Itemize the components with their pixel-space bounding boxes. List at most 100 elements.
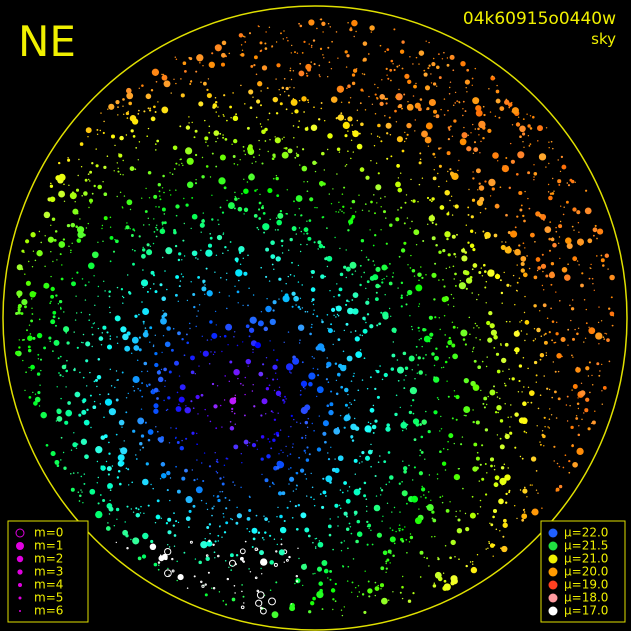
star [529,484,532,486]
star [404,201,407,204]
star [291,261,293,264]
star [208,465,212,468]
star [455,418,458,421]
star [280,526,287,534]
star [576,238,585,246]
star [362,328,368,334]
star [206,93,212,99]
star [524,320,530,325]
star [461,436,464,438]
star [118,482,122,486]
star [443,98,446,100]
star [526,255,528,257]
star [111,465,114,467]
star [219,525,221,528]
star [417,201,419,203]
star [386,275,388,277]
star [578,243,581,245]
star [109,335,112,337]
star [389,133,392,136]
star [108,103,115,110]
star [418,305,420,308]
star [452,104,455,106]
star [340,550,343,552]
star [101,227,103,230]
star [127,468,130,471]
star [391,276,394,278]
star [242,145,245,148]
star [411,268,416,273]
star [208,362,211,365]
star [272,153,276,157]
star [463,377,469,384]
star [351,591,353,593]
star [85,385,88,387]
star [521,518,525,522]
star [361,451,365,455]
star [183,255,186,257]
star [486,356,488,358]
star [426,557,429,560]
star [276,378,279,381]
star [533,360,538,365]
star [165,522,169,525]
star [294,51,296,54]
star [137,508,140,511]
star [448,433,454,439]
star [162,335,165,337]
star [276,466,280,470]
star [551,320,555,323]
star [82,342,84,344]
star [508,489,511,492]
star [484,270,487,273]
star [175,82,177,85]
star [102,181,104,183]
star [343,329,345,332]
star [186,341,189,345]
star [471,495,474,498]
star [127,392,129,395]
star [575,415,578,417]
star [297,324,305,331]
star [401,490,408,497]
star [312,573,314,575]
star [352,130,359,138]
star [75,295,77,297]
star [47,236,55,243]
star [384,114,386,117]
star [336,283,338,285]
star [285,445,287,448]
star [330,203,333,205]
star [401,429,404,432]
star [271,481,274,484]
star [231,410,233,413]
star [37,358,40,360]
star [530,401,533,404]
star [375,495,378,497]
star [298,342,301,344]
star [401,40,405,44]
star [283,519,286,523]
star [570,307,575,311]
star [142,269,144,271]
star [260,49,263,52]
star [365,256,368,258]
star [90,202,92,204]
star [396,136,403,143]
magnitude-label: m=3 [34,565,63,579]
star [322,431,327,436]
star [391,327,397,333]
star [179,280,182,282]
star [449,199,451,202]
star [285,282,287,285]
star [354,426,360,431]
star [604,332,606,335]
star [321,151,325,156]
star [147,171,152,175]
star [195,325,197,328]
star [345,498,351,504]
star [308,453,311,456]
star [211,382,215,386]
star [300,390,302,392]
star [477,189,479,191]
